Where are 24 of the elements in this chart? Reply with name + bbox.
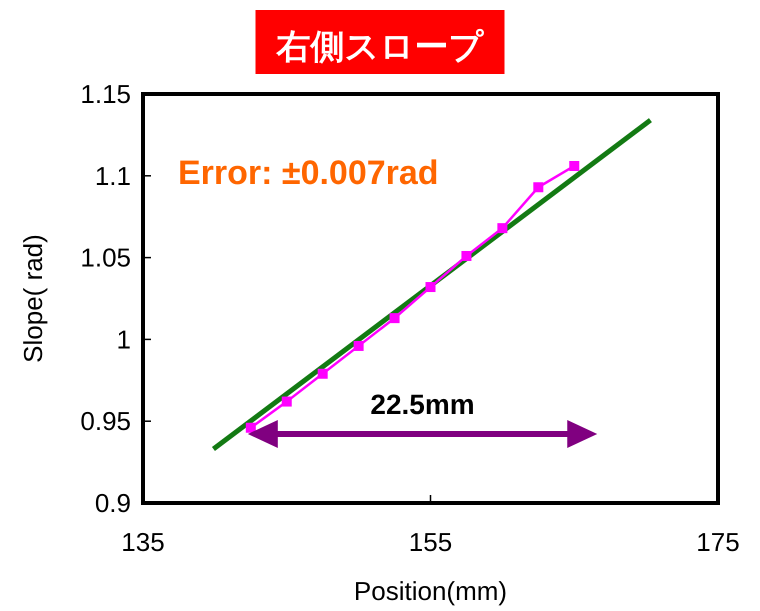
y-tick-label: 0.9 xyxy=(94,488,131,518)
point xyxy=(497,223,508,234)
point xyxy=(461,250,472,261)
point xyxy=(569,160,580,171)
point xyxy=(246,422,256,433)
y-tick-label: 1.15 xyxy=(80,79,131,109)
point xyxy=(354,340,364,351)
x-tick-label: 155 xyxy=(408,527,452,557)
y-axis-title: Slope( rad) xyxy=(18,234,48,363)
point xyxy=(282,396,292,407)
point xyxy=(390,313,400,324)
y-tick-label: 1.1 xyxy=(94,160,131,191)
y-tick-label: 1 xyxy=(116,324,131,354)
chart-title: 右側スロープ xyxy=(276,28,484,66)
x-tick-label: 135 xyxy=(121,527,165,557)
x-axis-title: Position(mm) xyxy=(354,576,508,606)
point xyxy=(426,282,436,292)
point xyxy=(318,368,328,379)
point xyxy=(533,182,544,192)
x-tick-label: 175 xyxy=(696,527,740,557)
y-tick-label: 1.05 xyxy=(80,242,131,273)
y-tick-label: 0.95 xyxy=(80,406,131,436)
annotation: Error: ±0.007rad xyxy=(178,154,439,192)
annotation: 22.5mm xyxy=(370,389,475,420)
